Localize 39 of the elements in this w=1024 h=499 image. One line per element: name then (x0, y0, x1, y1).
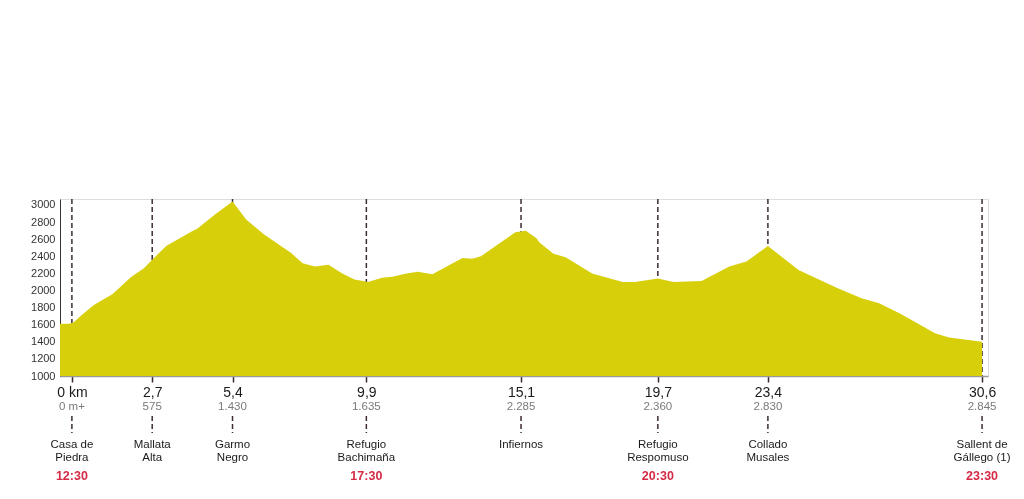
annotation: 2.845 (967, 400, 997, 412)
x-tick-label: 23,4 (754, 383, 783, 400)
ref-line-label: Sallent de Gállego (1) (953, 438, 1011, 463)
y-tick-label: 1800 (31, 301, 56, 314)
annotation: 0 m+ (58, 400, 86, 412)
ref-line-label: Mallata Alta (133, 438, 172, 463)
annotation: 17:30 (350, 469, 383, 483)
ref-line-label: Casa de Piedra (50, 438, 94, 463)
x-tick-label: 0 km (57, 383, 88, 400)
x-tick-label: 30,6 (968, 383, 997, 400)
annotation: 23:30 (966, 469, 999, 483)
x-tick-label: 19,7 (644, 383, 673, 400)
y-tick-label: 2200 (31, 266, 56, 279)
y-tick-label: 1400 (31, 335, 56, 348)
annotation: 2.285 (506, 400, 536, 412)
annotation: 1.635 (351, 400, 381, 412)
annotation: 1.430 (218, 400, 247, 412)
y-tick-label: 1000 (31, 369, 56, 382)
annotation: 20:30 (641, 469, 674, 483)
ref-line-label: Refugio Respomuso (627, 438, 689, 463)
ref-line-label: Garmo Negro (214, 438, 251, 463)
x-tick-label: 2,7 (142, 383, 163, 400)
ref-line-label: Refugio Bachimaña (337, 438, 396, 463)
annotation: 2.830 (753, 400, 783, 412)
ref-line-label: Collado Musales (746, 438, 790, 463)
annotation: 12:30 (55, 469, 88, 483)
y-tick-label: 2400 (31, 249, 56, 262)
annotation: 575 (142, 400, 162, 412)
x-tick-label: 15,1 (507, 383, 536, 400)
y-tick-label: 2000 (31, 283, 56, 296)
x-tick-label: 9,9 (357, 383, 377, 400)
y-tick-label: 1200 (31, 352, 56, 365)
y-tick-label: 2600 (31, 232, 56, 245)
y-tick-label: 3000 (31, 198, 56, 211)
x-tick-label: 5,4 (223, 383, 243, 400)
y-tick-label: 2800 (31, 215, 56, 228)
y-tick-label: 1600 (31, 318, 56, 331)
annotation: 2.360 (643, 400, 673, 412)
ref-line-label: Infiernos (498, 438, 544, 450)
